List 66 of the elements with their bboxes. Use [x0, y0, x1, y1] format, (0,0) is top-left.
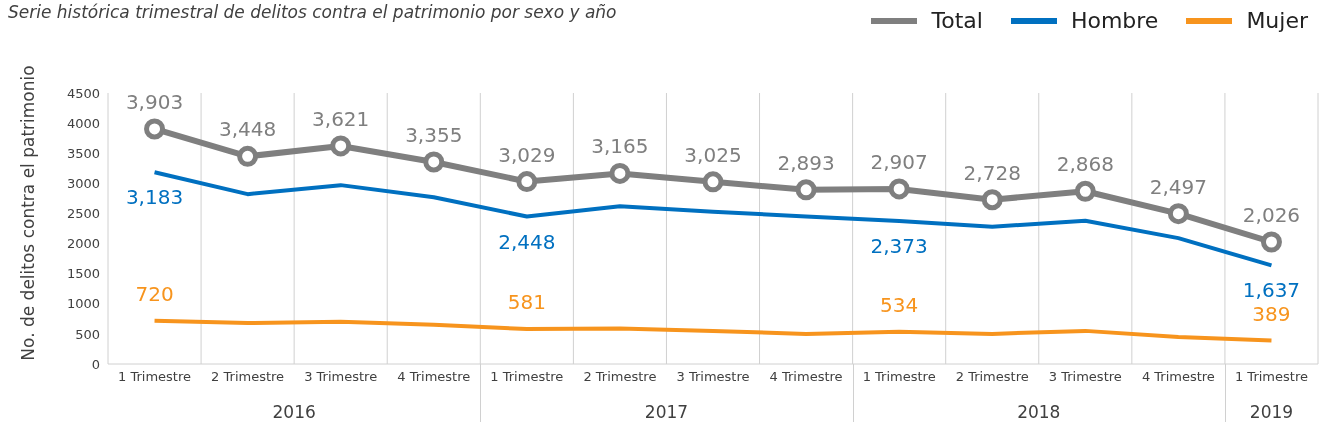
y-tick-label: 3500 — [66, 145, 100, 161]
point — [330, 135, 352, 157]
x-tick-label: 1 Trimestre — [118, 369, 192, 385]
text: 2017 — [643, 402, 690, 422]
data-label: 534 — [880, 292, 919, 317]
text: 2019 — [1248, 402, 1295, 422]
data-label: 2,373 — [870, 234, 928, 259]
x-tick-label: 2 Trimestre — [955, 369, 1029, 385]
data-label: 3,029 — [498, 142, 556, 167]
y-tick-label: 2000 — [66, 236, 100, 252]
chart-title: Serie histórica trimestral de delitos contra el patrimonio por sexo y año — [8, 2, 617, 22]
text: 2018 — [1016, 402, 1062, 422]
data-label: 581 — [507, 290, 546, 315]
data-label: 720 — [135, 281, 174, 306]
data-label: 2,907 — [870, 149, 928, 174]
legend-label: Hombre — [1069, 8, 1159, 33]
point — [981, 189, 1003, 211]
x-tick-label: 3 Trimestre — [1048, 369, 1122, 385]
point — [1260, 231, 1282, 253]
data-label: 2,893 — [777, 150, 835, 175]
data-label: 2,868 — [1056, 152, 1114, 177]
y-tick-label: 2500 — [66, 206, 100, 222]
x-tick-label: 4 Trimestre — [397, 369, 471, 385]
data-label: 3,448 — [218, 117, 277, 142]
x-tick-label: 4 Trimestre — [1141, 369, 1215, 385]
x-tick-label: 1 Trimestre — [1234, 369, 1308, 385]
x-tick-label: 3 Trimestre — [676, 369, 750, 385]
legend-label: Mujer — [1245, 8, 1308, 33]
x-tick-label: 2 Trimestre — [211, 369, 285, 385]
data-label: 2,497 — [1149, 174, 1208, 199]
y-axis-title: No. de delitos contra el patrimonio — [18, 64, 38, 363]
legend-label: Total — [930, 8, 983, 33]
x-tick-label: 4 Trimestre — [769, 369, 843, 385]
x-tick-label: 2 Trimestre — [583, 369, 657, 385]
point — [1167, 203, 1189, 225]
y-tick-label: 1500 — [66, 266, 100, 282]
data-label: 3,355 — [405, 122, 463, 147]
y-tick-label: 500 — [75, 326, 100, 342]
text: 2016 — [271, 402, 317, 422]
point — [237, 145, 259, 167]
data-label: 3,025 — [684, 142, 742, 167]
point — [423, 151, 445, 173]
point — [1074, 180, 1096, 202]
x-tick-label: 1 Trimestre — [862, 369, 936, 385]
data-label: 3,165 — [591, 134, 649, 159]
data-label: 3,621 — [312, 106, 370, 131]
data-label: 1,637 — [1242, 278, 1301, 303]
point — [609, 162, 631, 184]
y-tick-label: 0 — [91, 356, 100, 372]
data-label: 2,728 — [963, 160, 1021, 185]
point — [516, 171, 538, 193]
x-tick-label: 1 Trimestre — [490, 369, 564, 385]
data-label: 3,183 — [125, 185, 184, 210]
point — [795, 179, 817, 201]
y-tick-label: 3000 — [66, 175, 100, 191]
y-tick-label: 1000 — [66, 296, 100, 312]
data-label: 2,448 — [498, 229, 556, 254]
point — [144, 118, 166, 140]
point — [702, 171, 724, 193]
y-tick-label: 4000 — [66, 115, 100, 131]
y-tick-label: 4500 — [66, 85, 100, 101]
data-label: 3,903 — [125, 89, 184, 114]
point — [888, 178, 910, 200]
x-tick-label: 3 Trimestre — [304, 369, 378, 385]
data-label: 389 — [1252, 301, 1291, 326]
data-label: 2,026 — [1242, 202, 1301, 227]
